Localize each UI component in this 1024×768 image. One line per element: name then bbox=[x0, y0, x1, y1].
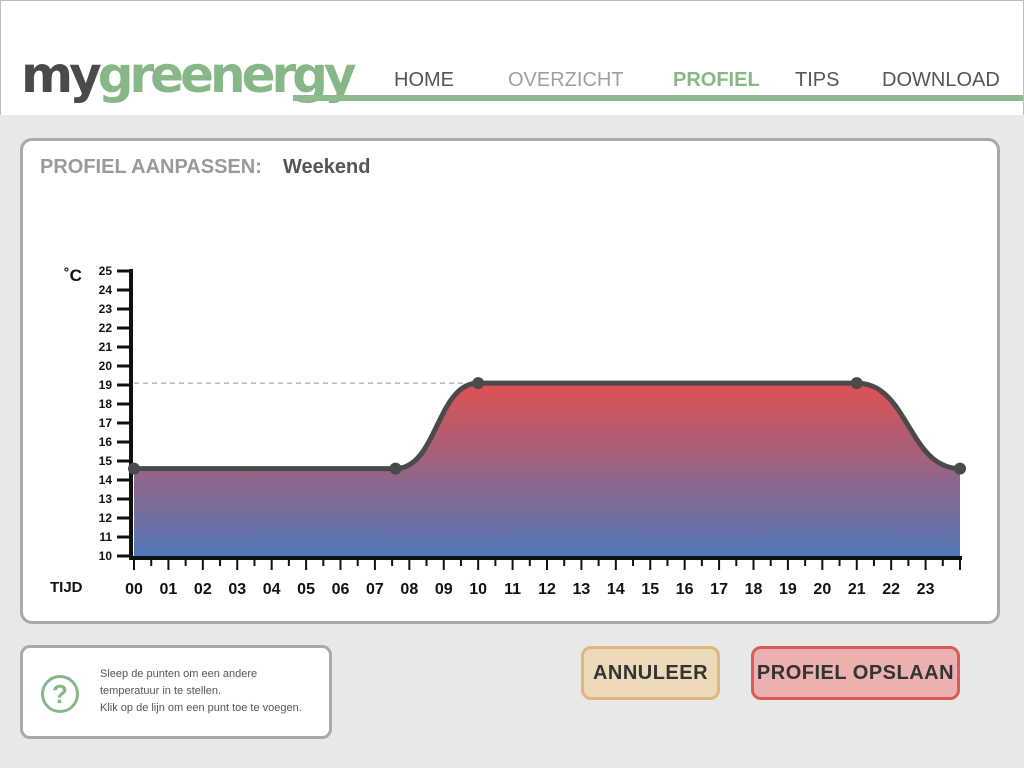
x-tick-label: 08 bbox=[400, 581, 418, 598]
control-point-handle[interactable] bbox=[128, 462, 140, 475]
y-tick-label: 16 bbox=[99, 435, 113, 449]
help-text-line: Sleep de punten om een andere bbox=[100, 668, 258, 680]
x-tick-label: 21 bbox=[848, 581, 866, 598]
x-tick-label: 14 bbox=[607, 581, 625, 598]
y-tick-label: 17 bbox=[99, 416, 113, 430]
nav-download[interactable]: DOWNLOAD bbox=[882, 69, 1000, 91]
x-tick-label: 01 bbox=[160, 581, 178, 598]
x-tick-label: 22 bbox=[882, 581, 900, 598]
x-tick-label: 03 bbox=[228, 581, 246, 598]
nav-profiel[interactable]: PROFIEL bbox=[673, 69, 760, 91]
y-tick-label: 18 bbox=[99, 397, 113, 411]
x-tick-label: 00 bbox=[125, 581, 143, 598]
y-tick-label: 24 bbox=[99, 283, 113, 297]
nav-tips[interactable]: TIPS bbox=[795, 69, 840, 91]
x-tick-label: 11 bbox=[504, 581, 521, 598]
x-tick-label: 02 bbox=[194, 581, 212, 598]
help-box: ? Sleep de punten om een andere temperat… bbox=[20, 645, 332, 739]
logo-part-my: my bbox=[21, 46, 102, 104]
logo-part-greenergy: greenergy bbox=[97, 46, 357, 104]
y-tick-label: 22 bbox=[99, 321, 113, 335]
x-tick-label: 09 bbox=[435, 581, 453, 598]
help-text-line: temperatuur in te stellen. bbox=[100, 685, 222, 697]
x-tick-label: 13 bbox=[573, 581, 591, 598]
y-tick-label: 19 bbox=[99, 378, 113, 392]
x-tick-label: 20 bbox=[813, 581, 831, 598]
y-tick-label: 14 bbox=[99, 473, 113, 487]
cancel-button[interactable]: ANNULEER bbox=[581, 646, 720, 700]
question-mark-icon: ? bbox=[41, 675, 79, 713]
x-tick-label: 07 bbox=[366, 581, 384, 598]
nav-overzicht[interactable]: OVERZICHT bbox=[508, 69, 624, 91]
y-tick-label: 13 bbox=[99, 492, 113, 506]
x-tick-label: 06 bbox=[332, 581, 350, 598]
y-tick-label: 21 bbox=[99, 340, 113, 354]
x-tick-label: 04 bbox=[263, 581, 281, 598]
y-tick-label: 20 bbox=[99, 359, 113, 373]
y-tick-label: 10 bbox=[99, 549, 113, 563]
panel-label: PROFIEL AANPASSEN: bbox=[40, 156, 262, 178]
temperature-chart[interactable]: 10 11 12 13 14 15 16 17 18 19 20 21 22 23 24 25 00 01 02 03… bbox=[0, 0, 1024, 620]
y-tick-label: 11 bbox=[99, 530, 112, 544]
help-text-line: Klik op de lijn om een punt toe te voege… bbox=[100, 702, 302, 714]
header: mygreenergy HOME OVERZICHT PROFIEL TIPS … bbox=[0, 0, 1024, 115]
temperature-area-fill bbox=[134, 383, 960, 556]
y-axis-label: ˚C bbox=[64, 266, 82, 285]
x-tick-label: 19 bbox=[779, 581, 797, 598]
control-point-handle[interactable] bbox=[954, 462, 966, 475]
nav-home[interactable]: HOME bbox=[394, 69, 454, 91]
control-point-handle[interactable] bbox=[850, 377, 863, 390]
logo[interactable]: mygreenergy bbox=[21, 45, 357, 105]
x-axis-label: TIJD bbox=[50, 579, 83, 596]
temperature-curve-line[interactable] bbox=[134, 380, 961, 472]
y-tick-label: 15 bbox=[99, 454, 113, 468]
x-tick-label: 17 bbox=[710, 581, 728, 598]
x-tick-label: 10 bbox=[469, 581, 487, 598]
control-point-handle[interactable] bbox=[472, 377, 485, 390]
x-tick-label: 16 bbox=[676, 581, 694, 598]
x-tick-label: 12 bbox=[538, 581, 556, 598]
y-tick-label: 25 bbox=[99, 264, 113, 278]
control-point-handle[interactable] bbox=[389, 462, 402, 475]
y-tick-label: 23 bbox=[99, 302, 113, 316]
x-tick-label: 05 bbox=[297, 581, 315, 598]
profile-name: Weekend bbox=[283, 156, 371, 178]
x-tick-label: 23 bbox=[917, 581, 935, 598]
nav-underline bbox=[293, 95, 1023, 101]
save-profile-button[interactable]: PROFIEL OPSLAAN bbox=[751, 646, 960, 700]
x-tick-label: 15 bbox=[641, 581, 659, 598]
x-tick-label: 18 bbox=[745, 581, 763, 598]
y-tick-label: 12 bbox=[99, 511, 113, 525]
